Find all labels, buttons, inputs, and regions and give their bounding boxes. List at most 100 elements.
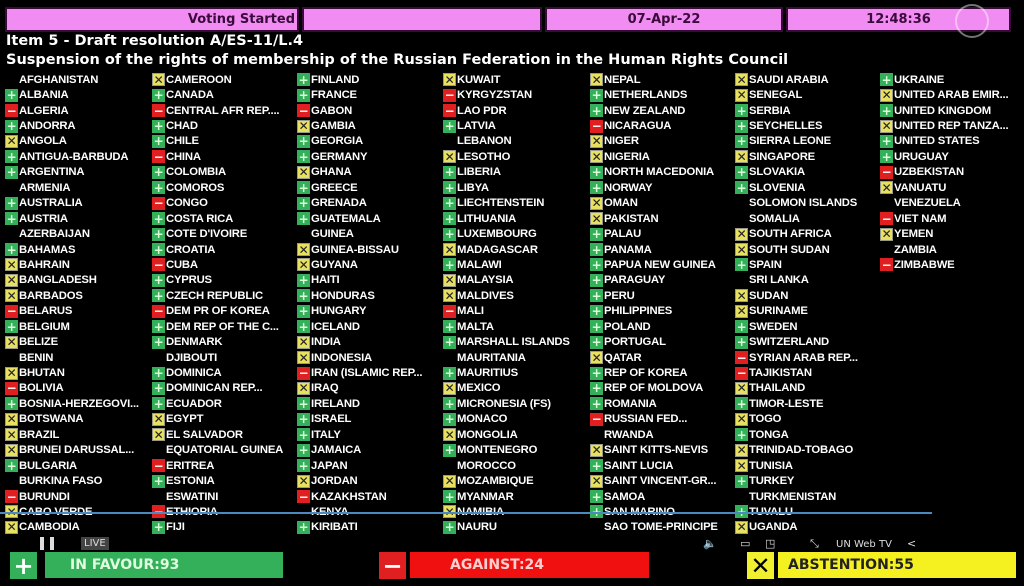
country-name: TURKMENISTAN xyxy=(749,490,837,503)
pause-icon[interactable] xyxy=(40,537,54,550)
country-name: DOMINICA xyxy=(166,367,222,380)
volume-icon[interactable]: 🔈 xyxy=(703,537,717,550)
vote-yes-icon: + xyxy=(443,180,456,195)
vote-yes-icon: + xyxy=(152,242,165,257)
country-name: EL SALVADOR xyxy=(166,428,243,441)
country-row: + SAMOA xyxy=(590,489,734,504)
country-row: ✕ UNITED REP TANZA... xyxy=(880,118,1024,133)
abstention-total: ABSTENTION:55 xyxy=(778,552,1016,578)
vote-yes-icon: + xyxy=(5,396,18,411)
captions-icon[interactable]: ▭ xyxy=(740,537,751,550)
country-name: SERBIA xyxy=(749,104,791,117)
country-row: + MYANMAR xyxy=(443,489,587,504)
country-name: BOLIVIA xyxy=(19,382,64,395)
country-name: DENMARK xyxy=(166,336,223,349)
country-row: + HONDURAS xyxy=(297,288,441,303)
country-name: NICARAGUA xyxy=(604,120,672,133)
country-row: + NAURU xyxy=(443,520,587,535)
country-name: HONDURAS xyxy=(311,289,375,302)
country-row: ESWATINI xyxy=(152,489,296,504)
country-name: JORDAN xyxy=(311,475,358,488)
country-row: ✕ BELIZE xyxy=(5,334,149,349)
country-name: GUYANA xyxy=(311,258,358,271)
vote-abstain-icon: ✕ xyxy=(5,257,18,272)
vote-no-icon: − xyxy=(880,165,893,180)
country-row: ✕ BARBADOS xyxy=(5,288,149,303)
country-row: − BOLIVIA xyxy=(5,381,149,396)
vote-abstain-icon: ✕ xyxy=(5,134,18,149)
country-name: VIET NAM xyxy=(894,212,947,225)
vote-no-icon: − xyxy=(297,103,310,118)
country-name: BOTSWANA xyxy=(19,413,84,426)
no-vote-icon xyxy=(735,197,748,210)
vote-yes-icon: + xyxy=(5,242,18,257)
country-row: + LIBERIA xyxy=(443,165,587,180)
country-name: ANDORRA xyxy=(19,120,76,133)
country-name: PAPUA NEW GUINEA xyxy=(604,258,716,271)
country-row: + AUSTRALIA xyxy=(5,196,149,211)
header-blank xyxy=(302,7,542,32)
vote-yes-icon: + xyxy=(590,288,603,303)
country-row: +SAN MARINO xyxy=(590,504,734,519)
country-name: DJIBOUTI xyxy=(166,351,218,364)
country-row: + REP OF MOLDOVA xyxy=(590,381,734,396)
vote-yes-icon: + xyxy=(590,304,603,319)
vote-yes-icon: + xyxy=(152,319,165,334)
country-row: ✕ MOZAMBIQUE xyxy=(443,473,587,488)
pip-icon[interactable]: ◳ xyxy=(765,537,776,550)
vote-yes-icon: + xyxy=(590,180,603,195)
vote-abstain-icon: ✕ xyxy=(735,304,748,319)
country-name: ARMENIA xyxy=(19,181,71,194)
vote-yes-icon: + xyxy=(443,335,456,350)
country-row: + CYPRUS xyxy=(152,273,296,288)
country-row: − KAZAKHSTAN xyxy=(297,489,441,504)
country-name: SAUDI ARABIA xyxy=(749,73,829,86)
vote-yes-icon: + xyxy=(590,396,603,411)
vote-abstain-icon: ✕ xyxy=(590,72,603,87)
country-row: ✕ THAILAND xyxy=(735,381,879,396)
vote-yes-icon: + xyxy=(443,119,456,134)
country-name: KIRIBATI xyxy=(311,521,358,534)
vote-abstain-icon: ✕ xyxy=(5,366,18,381)
country-row: ✕ NEPAL xyxy=(590,72,734,87)
vote-abstain-icon: ✕ xyxy=(443,149,456,164)
vote-yes-icon: + xyxy=(152,288,165,303)
vote-abstain-icon: ✕ xyxy=(297,474,310,489)
country-row: + BELGIUM xyxy=(5,319,149,334)
no-vote-icon xyxy=(5,73,18,86)
country-name: ICELAND xyxy=(311,320,360,333)
vote-no-icon: − xyxy=(152,257,165,272)
country-name: GEORGIA xyxy=(311,135,363,148)
country-row: + IRELAND xyxy=(297,396,441,411)
country-row: ✕ YEMEN xyxy=(880,226,1024,241)
country-row: + ANDORRA xyxy=(5,118,149,133)
video-progress-bar[interactable] xyxy=(0,512,932,514)
vote-yes-icon: + xyxy=(443,396,456,411)
country-row: + BAHAMAS xyxy=(5,242,149,257)
no-vote-icon xyxy=(5,228,18,241)
vote-abstain-icon: ✕ xyxy=(443,381,456,396)
country-row: + PERU xyxy=(590,288,734,303)
vote-yes-icon: + xyxy=(5,165,18,180)
country-name: ANTIGUA-BARBUDA xyxy=(19,150,129,163)
country-name: ALBANIA xyxy=(19,89,69,102)
vote-yes-icon: + xyxy=(880,103,893,118)
country-name: BULGARIA xyxy=(19,459,78,472)
no-vote-icon xyxy=(152,444,165,457)
country-row: ✕ MONGOLIA xyxy=(443,427,587,442)
vote-no-icon: − xyxy=(152,103,165,118)
country-name: GREECE xyxy=(311,181,358,194)
vote-no-icon: − xyxy=(152,149,165,164)
vote-abstain-icon: ✕ xyxy=(735,381,748,396)
country-name: DOMINICAN REP... xyxy=(166,382,263,395)
in-favour-plus-icon: + xyxy=(10,552,37,580)
country-name: MALDIVES xyxy=(457,289,514,302)
country-row: + PANAMA xyxy=(590,242,734,257)
fullscreen-icon[interactable]: ⤡ xyxy=(810,537,819,550)
vote-abstain-icon: ✕ xyxy=(735,227,748,242)
vote-yes-icon: + xyxy=(152,520,165,535)
share-icon[interactable]: < xyxy=(907,537,917,550)
no-vote-icon xyxy=(152,490,165,503)
country-row: ✕ GHANA xyxy=(297,165,441,180)
country-row: ✕ BRAZIL xyxy=(5,427,149,442)
